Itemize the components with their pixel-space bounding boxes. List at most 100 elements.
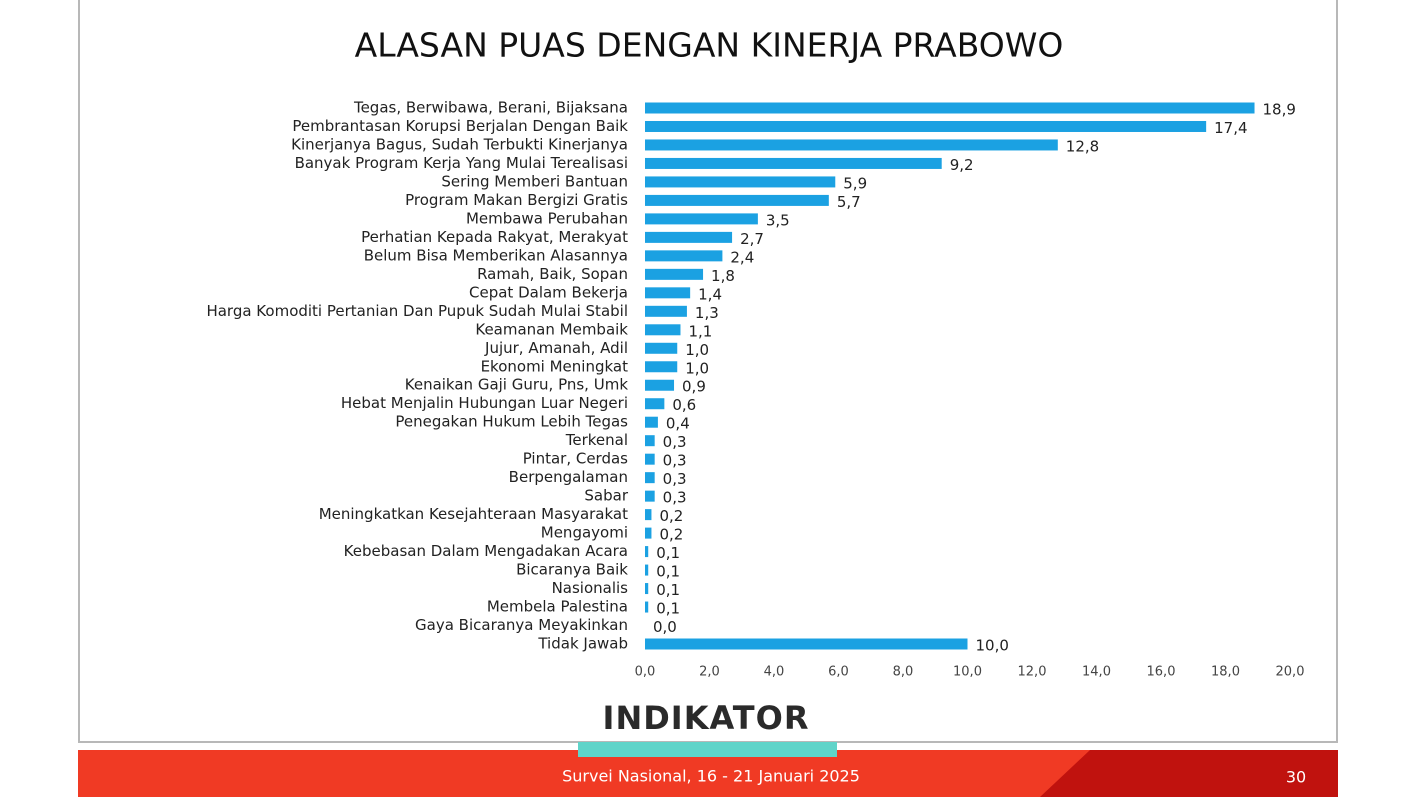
category-label: Kenaikan Gaji Guru, Pns, Umk xyxy=(405,376,629,394)
value-label: 18,9 xyxy=(1263,101,1296,119)
bar xyxy=(645,287,691,299)
bar xyxy=(645,546,649,558)
x-tick-label: 8,0 xyxy=(893,665,914,680)
bar xyxy=(645,231,733,243)
bar xyxy=(645,176,836,188)
category-label: Program Makan Bergizi Gratis xyxy=(405,191,628,209)
value-label: 1,8 xyxy=(711,267,735,285)
x-tick-label: 0,0 xyxy=(635,665,656,680)
bar xyxy=(645,435,655,447)
value-label: 1,0 xyxy=(685,341,709,359)
value-label: 2,4 xyxy=(730,248,754,266)
logo-underline xyxy=(578,742,837,757)
value-label: 0,2 xyxy=(659,526,683,544)
bar xyxy=(645,490,655,502)
x-tick-label: 10,0 xyxy=(953,665,982,680)
category-label: Kebebasan Dalam Mengadakan Acara xyxy=(344,542,628,560)
value-label: 9,2 xyxy=(950,156,974,174)
bar xyxy=(645,379,675,391)
category-label: Ekonomi Meningkat xyxy=(481,357,629,375)
x-tick-label: 16,0 xyxy=(1147,665,1176,680)
bar xyxy=(645,361,678,373)
value-label: 5,7 xyxy=(837,193,861,211)
category-label: Belum Bisa Memberikan Alasannya xyxy=(364,246,628,264)
category-label: Jujur, Amanah, Adil xyxy=(484,339,628,357)
value-label: 0,3 xyxy=(663,433,687,451)
chart-title: ALASAN PUAS DENGAN KINERJA PRABOWO xyxy=(355,26,1064,65)
bar xyxy=(645,638,968,650)
x-tick-label: 6,0 xyxy=(828,665,849,680)
value-label: 5,9 xyxy=(843,174,867,192)
value-label: 0,6 xyxy=(672,396,696,414)
footer-accent xyxy=(1040,750,1338,797)
value-label: 0,1 xyxy=(656,544,680,562)
x-tick-label: 20,0 xyxy=(1276,665,1305,680)
category-label: Mengayomi xyxy=(541,524,628,542)
bar xyxy=(645,583,649,595)
x-tick-label: 12,0 xyxy=(1018,665,1047,680)
bar xyxy=(645,305,687,317)
bar xyxy=(645,416,658,428)
bar xyxy=(645,564,649,576)
bar xyxy=(645,268,704,280)
category-label: Pembrantasan Korupsi Berjalan Dengan Bai… xyxy=(292,117,628,135)
value-label: 0,2 xyxy=(659,507,683,525)
value-label: 0,1 xyxy=(656,563,680,581)
value-label: 10,0 xyxy=(976,637,1009,655)
logo: INDIKATOR xyxy=(603,699,810,737)
bar xyxy=(645,324,681,336)
value-label: 1,1 xyxy=(688,322,712,340)
category-label: Nasionalis xyxy=(552,579,629,597)
category-label: Sering Memberi Bantuan xyxy=(441,172,628,190)
value-label: 0,3 xyxy=(663,489,687,507)
bar xyxy=(645,102,1255,114)
bar xyxy=(645,342,678,354)
value-label: 0,3 xyxy=(663,452,687,470)
bar xyxy=(645,194,829,206)
bar xyxy=(645,509,652,521)
bar xyxy=(645,601,649,613)
value-label: 1,3 xyxy=(695,304,719,322)
bar xyxy=(645,453,655,465)
x-tick-label: 4,0 xyxy=(764,665,785,680)
category-label: Perhatian Kepada Rakyat, Merakyat xyxy=(361,228,628,246)
value-label: 0,0 xyxy=(653,618,677,636)
bar xyxy=(645,157,942,169)
plot: 0,0 2,0 4,0 6,0 8,0 10,0 12,0 14,0 16,0 18,0 20,0 T… xyxy=(206,99,1304,680)
value-label: 0,9 xyxy=(682,378,706,396)
category-label: Penegakan Hukum Lebih Tegas xyxy=(395,413,628,431)
bar xyxy=(645,213,758,225)
value-label: 17,4 xyxy=(1214,119,1247,137)
category-label: Meningkatkan Kesejahteraan Masyarakat xyxy=(319,505,628,523)
category-label: Sabar xyxy=(584,487,628,505)
category-label: Membawa Perubahan xyxy=(466,209,628,227)
category-label: Membela Palestina xyxy=(487,598,628,616)
page-number: 30 xyxy=(1286,768,1306,787)
category-label: Keamanan Membaik xyxy=(475,320,628,338)
category-label: Harga Komoditi Pertanian Dan Pupuk Sudah… xyxy=(206,302,628,320)
x-tick-label: 2,0 xyxy=(699,665,720,680)
bar xyxy=(645,398,665,410)
category-label: Tegas, Berwibawa, Berani, Bijaksana xyxy=(353,99,628,117)
value-label: 0,4 xyxy=(666,415,690,433)
value-label: 0,1 xyxy=(656,600,680,618)
bar xyxy=(645,139,1058,151)
bar xyxy=(645,120,1207,132)
value-label: 3,5 xyxy=(766,211,790,229)
x-tick-label: 14,0 xyxy=(1082,665,1111,680)
category-label: Berpengalaman xyxy=(509,468,628,486)
category-label: Gaya Bicaranya Meyakinkan xyxy=(415,616,628,634)
category-label: Tidak Jawab xyxy=(537,635,628,653)
category-label: Bicaranya Baik xyxy=(516,561,628,579)
category-label: Banyak Program Kerja Yang Mulai Terealis… xyxy=(295,154,628,172)
bar xyxy=(645,527,652,539)
category-label: Kinerjanya Bagus, Sudah Terbukti Kinerja… xyxy=(291,135,628,153)
value-label: 0,3 xyxy=(663,470,687,488)
value-label: 0,1 xyxy=(656,581,680,599)
category-label: Hebat Menjalin Hubungan Luar Negeri xyxy=(341,394,628,412)
category-label: Pintar, Cerdas xyxy=(523,450,628,468)
bar xyxy=(645,250,723,262)
value-label: 12,8 xyxy=(1066,137,1099,155)
